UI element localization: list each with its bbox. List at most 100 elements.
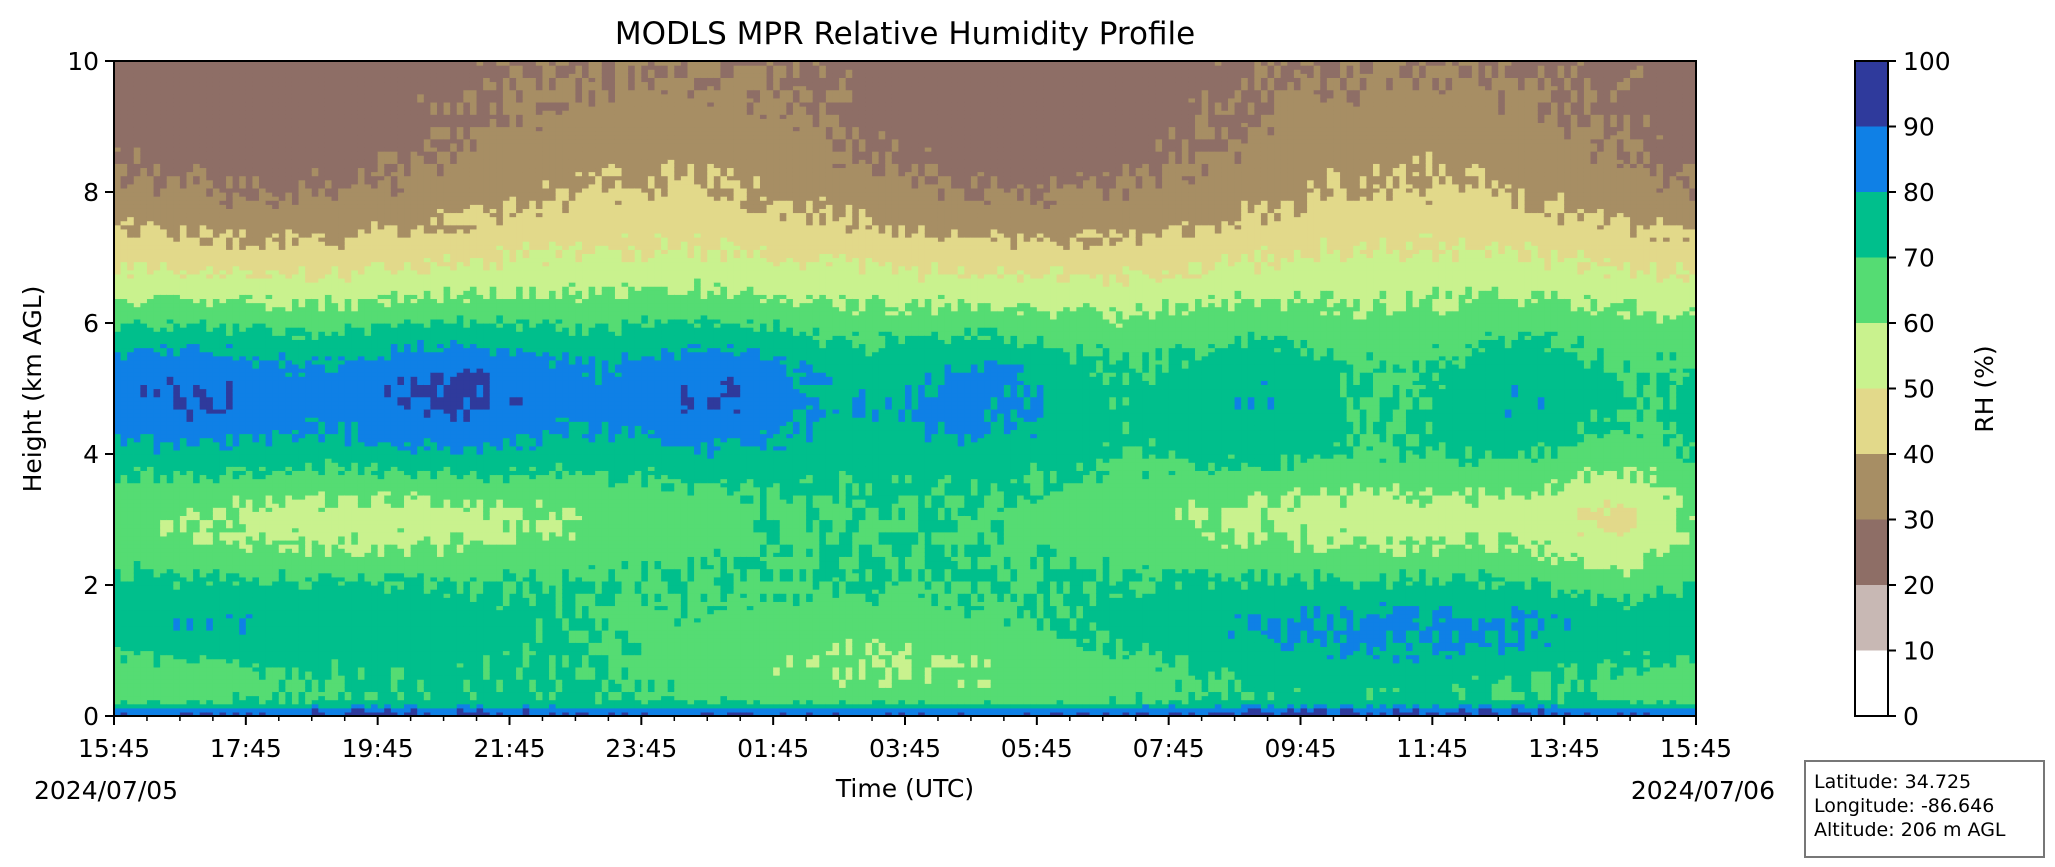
heatmap-cell	[147, 229, 154, 234]
heatmap-cell	[160, 139, 167, 144]
heatmap-cell	[127, 413, 134, 418]
heatmap-cell	[167, 106, 174, 111]
heatmap-cell	[160, 356, 167, 361]
heatmap-cell	[140, 622, 147, 627]
heatmap-cell	[233, 487, 240, 492]
heatmap-cell	[140, 487, 147, 492]
heatmap-cell	[173, 569, 180, 574]
heatmap-cell	[173, 585, 180, 590]
heatmap-cell	[180, 679, 187, 684]
heatmap-cell	[187, 335, 194, 340]
heatmap-cell	[154, 679, 161, 684]
heatmap-cell	[160, 389, 167, 394]
heatmap-cell	[114, 298, 121, 303]
heatmap-cell	[160, 343, 167, 348]
heatmap-cell	[147, 225, 154, 230]
heatmap-cell	[219, 94, 226, 99]
heatmap-cell	[187, 106, 194, 111]
heatmap-cell	[127, 188, 134, 193]
heatmap-cell	[193, 81, 200, 86]
heatmap-cell	[226, 565, 233, 570]
heatmap-cell	[127, 687, 134, 692]
heatmap-cell	[167, 237, 174, 242]
heatmap-cell	[187, 192, 194, 197]
heatmap-cell	[193, 605, 200, 610]
heatmap-cell	[187, 675, 194, 680]
heatmap-cell	[193, 708, 200, 713]
heatmap-cell	[140, 118, 147, 123]
heatmap-cell	[154, 507, 161, 512]
heatmap-cell	[127, 425, 134, 430]
heatmap-cell	[173, 151, 180, 156]
heatmap-cell	[193, 303, 200, 308]
heatmap-cell	[160, 372, 167, 377]
heatmap-cell	[167, 495, 174, 500]
heatmap-cell	[147, 184, 154, 189]
heatmap-cell	[219, 429, 226, 434]
heatmap-cell	[193, 147, 200, 152]
heatmap-cell	[180, 237, 187, 242]
heatmap-cell	[134, 73, 141, 78]
heatmap-cell	[140, 290, 147, 295]
heatmap-cell	[200, 474, 207, 479]
heatmap-cell	[167, 520, 174, 525]
heatmap-cell	[127, 286, 134, 291]
heatmap-cell	[219, 626, 226, 631]
heatmap-cell	[121, 147, 128, 152]
heatmap-cell	[134, 409, 141, 414]
heatmap-cell	[187, 540, 194, 545]
heatmap-cell	[154, 438, 161, 443]
heatmap-cell	[134, 356, 141, 361]
heatmap-cell	[226, 462, 233, 467]
heatmap-cell	[114, 147, 121, 152]
heatmap-cell	[127, 86, 134, 91]
heatmap-cell	[187, 524, 194, 529]
heatmap-cell	[114, 163, 121, 168]
heatmap-cell	[193, 364, 200, 369]
heatmap-cell	[226, 474, 233, 479]
heatmap-cell	[134, 589, 141, 594]
heatmap-cell	[213, 573, 220, 578]
heatmap-cell	[206, 229, 213, 234]
heatmap-cell	[187, 122, 194, 127]
heatmap-cell	[154, 589, 161, 594]
heatmap-cell	[134, 81, 141, 86]
heatmap-cell	[160, 589, 167, 594]
heatmap-cell	[173, 196, 180, 201]
heatmap-cell	[226, 131, 233, 136]
heatmap-cell	[193, 262, 200, 267]
heatmap-cell	[154, 614, 161, 619]
heatmap-cell	[219, 515, 226, 520]
heatmap-cell	[114, 176, 121, 181]
heatmap-cell	[187, 237, 194, 242]
heatmap-cell	[114, 131, 121, 136]
heatmap-cell	[134, 515, 141, 520]
heatmap-cell	[154, 704, 161, 709]
heatmap-cell	[147, 237, 154, 242]
heatmap-cell	[180, 434, 187, 439]
heatmap-cell	[226, 200, 233, 205]
heatmap-cell	[121, 319, 128, 324]
heatmap-cell	[187, 536, 194, 541]
heatmap-cell	[140, 380, 147, 385]
heatmap-cell	[121, 659, 128, 664]
heatmap-cell	[200, 159, 207, 164]
heatmap-cell	[187, 458, 194, 463]
heatmap-cell	[233, 593, 240, 598]
heatmap-cell	[121, 204, 128, 209]
heatmap-cell	[213, 327, 220, 332]
heatmap-cell	[187, 438, 194, 443]
heatmap-cell	[226, 556, 233, 561]
heatmap-cell	[193, 229, 200, 234]
heatmap-cell	[154, 642, 161, 647]
heatmap-cell	[206, 634, 213, 639]
heatmap-cell	[206, 515, 213, 520]
heatmap-cell	[193, 462, 200, 467]
heatmap-cell	[200, 147, 207, 152]
heatmap-cell	[219, 704, 226, 709]
heatmap-cell	[213, 450, 220, 455]
heatmap-cell	[127, 434, 134, 439]
heatmap-cell	[233, 691, 240, 696]
heatmap-cell	[233, 671, 240, 676]
heatmap-cell	[200, 413, 207, 418]
